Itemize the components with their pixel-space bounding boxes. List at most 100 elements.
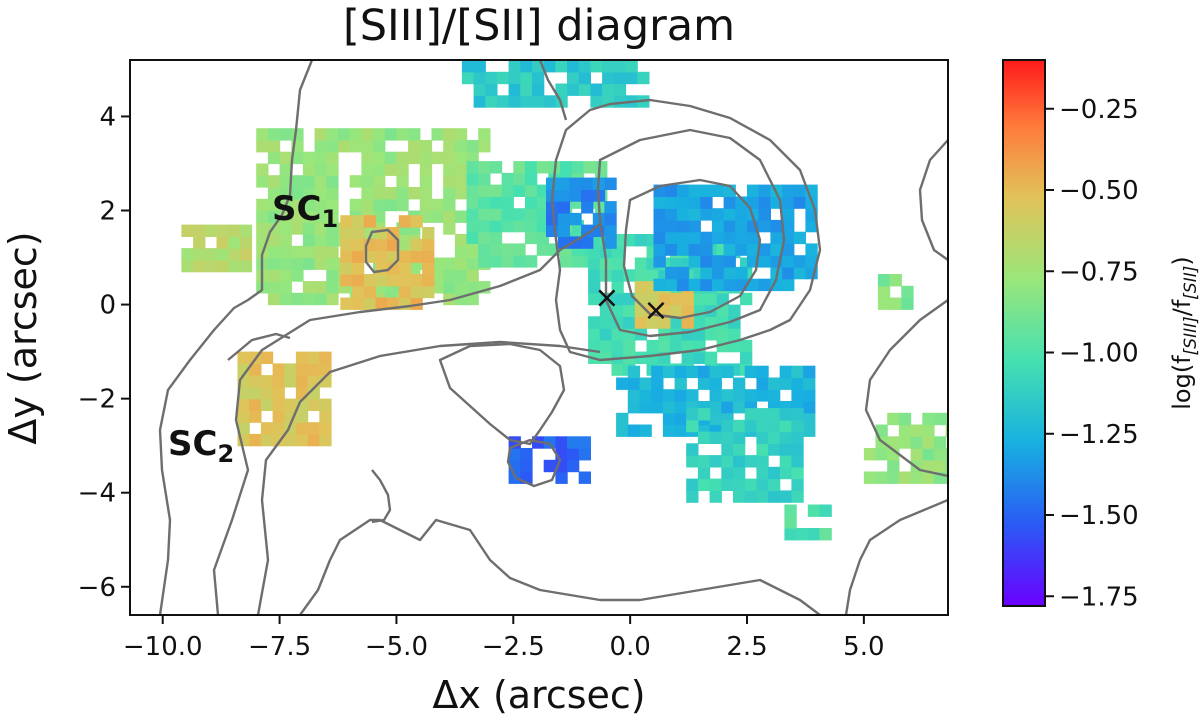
heatmap-pixel [501, 172, 514, 186]
heatmap-pixel [686, 389, 699, 402]
heatmap-pixel [779, 443, 792, 456]
heatmap-pixel [697, 365, 711, 379]
heatmap-pixel [239, 248, 253, 261]
heatmap-pixel [805, 243, 818, 256]
heatmap-pixel [352, 250, 365, 263]
heatmap-pixel [513, 219, 526, 233]
heatmap-pixel [454, 257, 468, 270]
heatmap-pixel [877, 274, 891, 287]
heatmap-pixel [735, 243, 748, 256]
heatmap-pixel [782, 278, 795, 292]
heatmap-pixel [489, 255, 503, 268]
heatmap-pixel [340, 215, 353, 228]
heatmap-pixel [314, 292, 327, 306]
heatmap-pixel [901, 285, 914, 299]
y-tick-label: 4 [99, 102, 116, 132]
heatmap-pixel [709, 490, 722, 503]
heatmap-pixel [387, 238, 400, 252]
heatmap-pixel [782, 196, 795, 209]
heatmap-pixel [569, 177, 582, 190]
heatmap-pixel [193, 248, 206, 261]
heatmap-pixel [473, 95, 486, 108]
heatmap-pixel [314, 187, 327, 200]
heatmap-pixel [279, 175, 292, 188]
heatmap-pixel [639, 377, 652, 390]
heatmap-pixel [756, 455, 769, 468]
heatmap-pixel [387, 274, 400, 287]
heatmap-pixel [181, 248, 194, 261]
heatmap-pixel [922, 471, 935, 484]
heatmap-pixel [431, 128, 444, 141]
heatmap-pixel [768, 431, 781, 444]
heatmap-pixel [422, 250, 435, 263]
heatmap-pixel [665, 196, 678, 209]
heatmap-pixel [363, 285, 376, 299]
heatmap-pixel [375, 227, 388, 240]
heatmap-pixel [473, 60, 486, 73]
heatmap-pixel [267, 257, 281, 270]
heatmap-pixel [581, 236, 594, 249]
heatmap-pixel [803, 401, 816, 414]
heatmap-pixel [887, 459, 900, 473]
y-axis: 4 2 0 −2 −4 −6 [78, 102, 130, 603]
heatmap-pixel [676, 266, 690, 280]
heatmap-pixel [740, 292, 753, 306]
heatmap-pixel [922, 459, 935, 473]
contour-lower-band-b [256, 340, 601, 615]
heatmap-pixel [546, 212, 559, 226]
heatmap-pixel [557, 224, 570, 237]
heatmap-pixel [674, 424, 687, 437]
heatmap-pixel [291, 128, 304, 141]
heatmap-pixel [758, 219, 771, 233]
heatmap-pixel [676, 184, 690, 197]
contour-core-middle [596, 128, 786, 338]
heatmap-pixel [454, 187, 468, 200]
heatmap-pixel [398, 274, 412, 287]
x-axis-label: Δx (arcsec) [432, 673, 645, 717]
heatmap-pixel [513, 208, 526, 221]
contour-outer-left [158, 60, 314, 615]
heatmap-pixel [291, 210, 304, 223]
heatmap-pixel [543, 60, 556, 73]
heatmap-pixel [204, 259, 218, 273]
heatmap-pixel [557, 189, 570, 202]
heatmap-pixel [735, 266, 748, 280]
heatmap-pixel [934, 412, 947, 426]
heatmap-pixel [611, 292, 624, 306]
heatmap-pixel [326, 257, 339, 270]
contour-east [918, 139, 948, 261]
heatmap-pixel [782, 219, 795, 233]
heatmap-pixel [791, 431, 804, 444]
heatmap-pixel [525, 231, 538, 245]
heatmap-pixel [721, 455, 734, 468]
x-tick-label: −10.0 [123, 632, 203, 662]
heatmap-pixel [676, 231, 690, 245]
heatmap-pixel [768, 466, 781, 480]
heatmap-pixel [721, 478, 734, 491]
colorbar-label-slash: /f [1168, 299, 1196, 316]
heatmap-pixel [260, 433, 274, 447]
heatmap-pixel [279, 245, 292, 259]
heatmap-pixel [307, 433, 320, 447]
heatmap-pixel [651, 377, 664, 390]
heatmap-pixel [602, 60, 615, 73]
heatmap-pixel [256, 175, 269, 188]
heatmap-pixel [228, 259, 241, 273]
heatmap-pixel [284, 375, 297, 388]
heatmap-pixel [665, 278, 678, 292]
x-tick-label: 0.0 [609, 632, 650, 662]
heatmap-pixel [723, 196, 736, 209]
heatmap-pixel [877, 285, 891, 299]
heatmap-pixel [340, 238, 353, 252]
heatmap-pixel [634, 281, 648, 294]
heatmap-pixel [681, 351, 694, 364]
heatmap-pixel [588, 257, 601, 270]
heatmap-pixel [267, 151, 281, 165]
heatmap-pixel [326, 210, 339, 223]
heatmap-pixel [466, 140, 479, 153]
heatmap-pixel [744, 478, 757, 491]
heatmap-pixel [373, 210, 386, 223]
heatmap-pixel [768, 443, 781, 456]
heatmap-pixel [314, 210, 327, 223]
heatmap-pixel [520, 459, 533, 473]
